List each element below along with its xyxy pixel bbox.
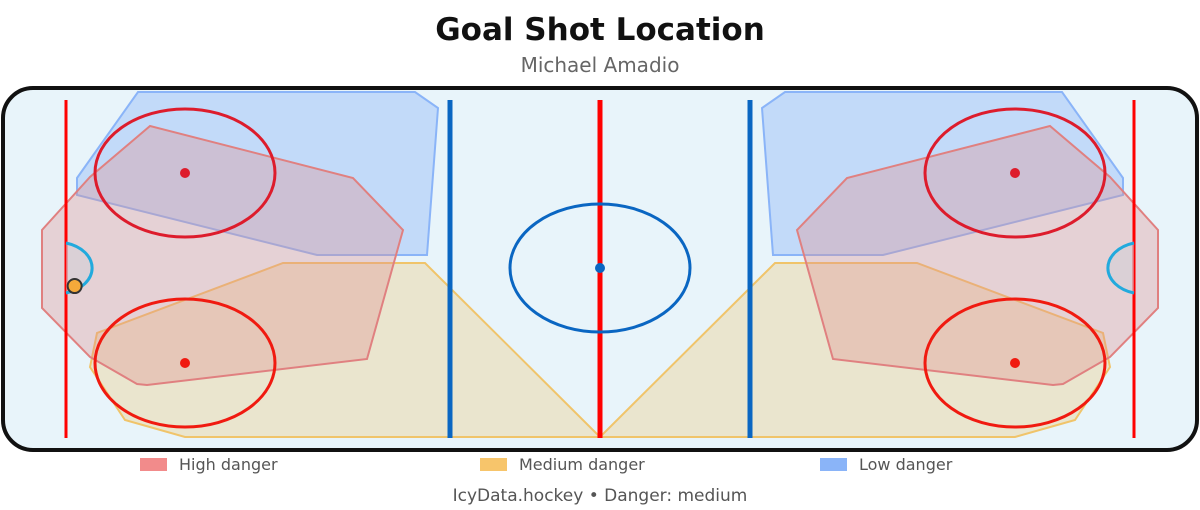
shot-points [66, 278, 83, 295]
faceoff-dot [180, 168, 190, 178]
crease-right [1106, 241, 1135, 295]
legend-label: High danger [179, 455, 278, 474]
center-circle [508, 202, 692, 334]
faceoff-circle [93, 107, 277, 239]
zone-low-right [760, 91, 1124, 256]
shot-point [66, 278, 83, 295]
zone-high-left [41, 124, 405, 387]
legend-item-low: Low danger [820, 455, 952, 474]
faceoff-dot [1010, 168, 1020, 178]
zone-medium-right [597, 262, 1112, 438]
chart-footer: IcyData.hockey • Danger: medium [452, 486, 748, 506]
center-dot [595, 263, 605, 273]
legend-swatch-medium [480, 458, 507, 471]
legend-label: Low danger [859, 455, 953, 474]
zone-high-right [795, 124, 1159, 387]
faceoff-circle [93, 297, 277, 429]
legend-item-high: High danger [140, 455, 278, 474]
chart-subtitle: Michael Amadio [520, 53, 680, 77]
legend-swatch-high [140, 458, 167, 471]
legend-label: Medium danger [519, 455, 645, 474]
faceoff-dot [180, 358, 190, 368]
legend-swatch-low [820, 458, 847, 471]
chart-title: Goal Shot Location [435, 12, 765, 48]
faceoff-dot [1010, 358, 1020, 368]
faceoff-circle [923, 107, 1107, 239]
zone-medium-left [88, 262, 603, 438]
faceoff-circles [93, 107, 1107, 429]
legend-item-medium: Medium danger [480, 455, 645, 474]
faceoff-circle [923, 297, 1107, 429]
zone-low-left [76, 91, 440, 256]
danger-zones [41, 91, 1159, 438]
